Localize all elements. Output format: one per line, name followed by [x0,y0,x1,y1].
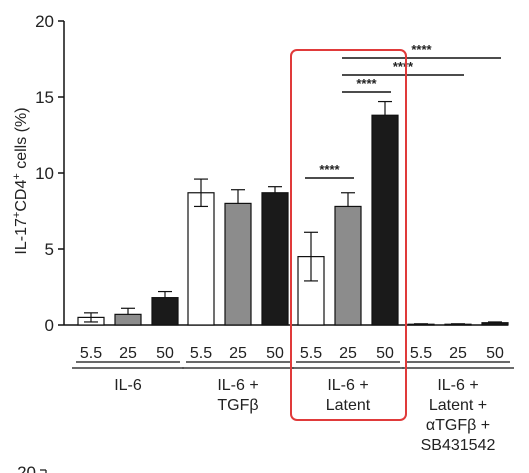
group-label: αTGFβ + [426,417,490,434]
bar [187,192,215,326]
significance-label: **** [393,59,414,74]
bar [114,313,142,326]
dose-label: 50 [376,345,394,362]
y-tick-label: 10 [35,164,54,183]
y-axis-label-part: IL-17 [13,218,30,255]
dose-label: 25 [449,345,467,362]
bar [224,202,252,326]
dose-label: 5.5 [300,345,322,362]
bar [481,322,509,326]
group-label: TGFβ [217,397,258,414]
y-tick-label: 0 [45,316,54,335]
significance-label: **** [356,76,377,91]
dose-label: 5.5 [410,345,432,362]
bar [297,256,325,326]
significance-label: **** [411,42,432,57]
y-axis-label-part: CD4 [13,180,30,212]
bars [77,114,509,326]
highlight-box [290,49,407,421]
group-label: IL-6 + [437,377,478,394]
next-panel-tick-label: 20 [17,463,36,473]
dose-label: 50 [156,345,174,362]
y-tick-label: 15 [35,88,54,107]
dose-label: 50 [486,345,504,362]
y-axis-label-superscript: + [11,173,23,179]
dose-label: 25 [229,345,247,362]
y-axis-label-part: cells (%) [13,107,30,173]
dose-label: 50 [266,345,284,362]
dose-label: 25 [119,345,137,362]
group-label: IL-6 [114,377,142,394]
y-axis-label-superscript: + [11,212,23,218]
group-label: IL-6 + [327,377,368,394]
y-tick-label: 20 [35,12,54,31]
dose-label: 5.5 [190,345,212,362]
bar [151,297,179,326]
dose-label: 5.5 [80,345,102,362]
significance-label: **** [319,162,340,177]
next-panel-fragment: 20 [17,463,47,473]
bar [371,114,399,326]
bar [334,205,362,326]
group-label: Latent [326,397,371,414]
significance-brackets: **** **** **** **** [305,42,501,179]
group-label: IL-6 + [217,377,258,394]
y-axis-label: IL-17+CD4+ cells (%) [11,107,30,254]
x-axis-labels: 5.5 25 50 IL-6 5.5 25 50 IL-6 + TGFβ 5.5 25 50 IL-6 … [72,345,514,454]
y-tick-label: 5 [45,240,54,259]
group-label: Latent + [429,397,487,414]
dose-label: 25 [339,345,357,362]
bar [261,192,289,326]
highlight-rect [290,49,407,421]
group-label: SB431542 [421,437,496,454]
error-bars [84,100,502,326]
